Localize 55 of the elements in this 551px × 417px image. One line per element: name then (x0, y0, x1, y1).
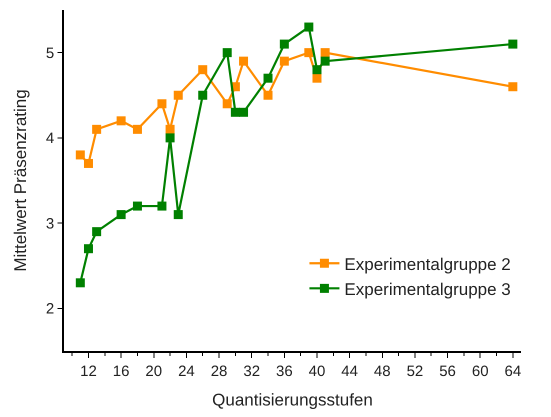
point (239, 56, 248, 66)
x-tick-label: 64 (504, 362, 522, 380)
point (280, 40, 289, 49)
x-tick-label: 56 (439, 362, 456, 380)
x-tick-label: 16 (112, 362, 130, 380)
x-tick-label: 52 (406, 362, 424, 380)
point (280, 56, 289, 66)
y-tick-label: 2 (46, 300, 54, 318)
point (508, 82, 518, 92)
point (264, 74, 273, 83)
point (84, 158, 93, 168)
point (132, 124, 142, 134)
point (174, 210, 183, 220)
x-tick-label: 44 (341, 362, 358, 380)
point (174, 90, 183, 100)
y-tick-label: 5 (46, 44, 54, 62)
point (92, 227, 102, 236)
y-tick-label: 3 (46, 215, 54, 232)
legend-label: Experimentalgruppe 2 (344, 254, 511, 274)
y-tick-label: 4 (46, 130, 54, 148)
legend-label: Experimentalgruppe 3 (344, 280, 511, 299)
x-tick-label: 40 (308, 362, 326, 380)
x-tick-label: 60 (472, 362, 489, 380)
x-tick-label: 20 (145, 362, 162, 380)
point (264, 90, 273, 100)
point (222, 48, 232, 58)
x-tick-label: 24 (178, 362, 195, 380)
point (166, 124, 175, 134)
point (76, 150, 85, 160)
y-axis-title: Mittelwert Präsenzrating (10, 89, 30, 272)
point (198, 65, 208, 74)
x-tick-label: 36 (276, 362, 293, 380)
x-tick-label: 32 (243, 362, 260, 380)
x-axis-title: Quantisierungsstufen (212, 390, 373, 410)
point (132, 202, 142, 211)
point (320, 48, 330, 58)
point (312, 65, 322, 74)
point (239, 108, 248, 117)
point (84, 244, 93, 254)
point (76, 278, 85, 288)
point (320, 56, 330, 66)
point (157, 202, 166, 211)
point (166, 133, 175, 142)
point (116, 210, 126, 220)
point (304, 22, 314, 32)
point (222, 99, 232, 108)
point (312, 74, 322, 83)
x-tick-label: 48 (374, 362, 391, 380)
point (198, 90, 208, 100)
x-tick-label: 28 (210, 362, 228, 380)
point (157, 99, 166, 108)
point (92, 124, 102, 134)
x-tick-label: 12 (80, 362, 97, 380)
point (116, 116, 126, 126)
point (508, 40, 518, 49)
